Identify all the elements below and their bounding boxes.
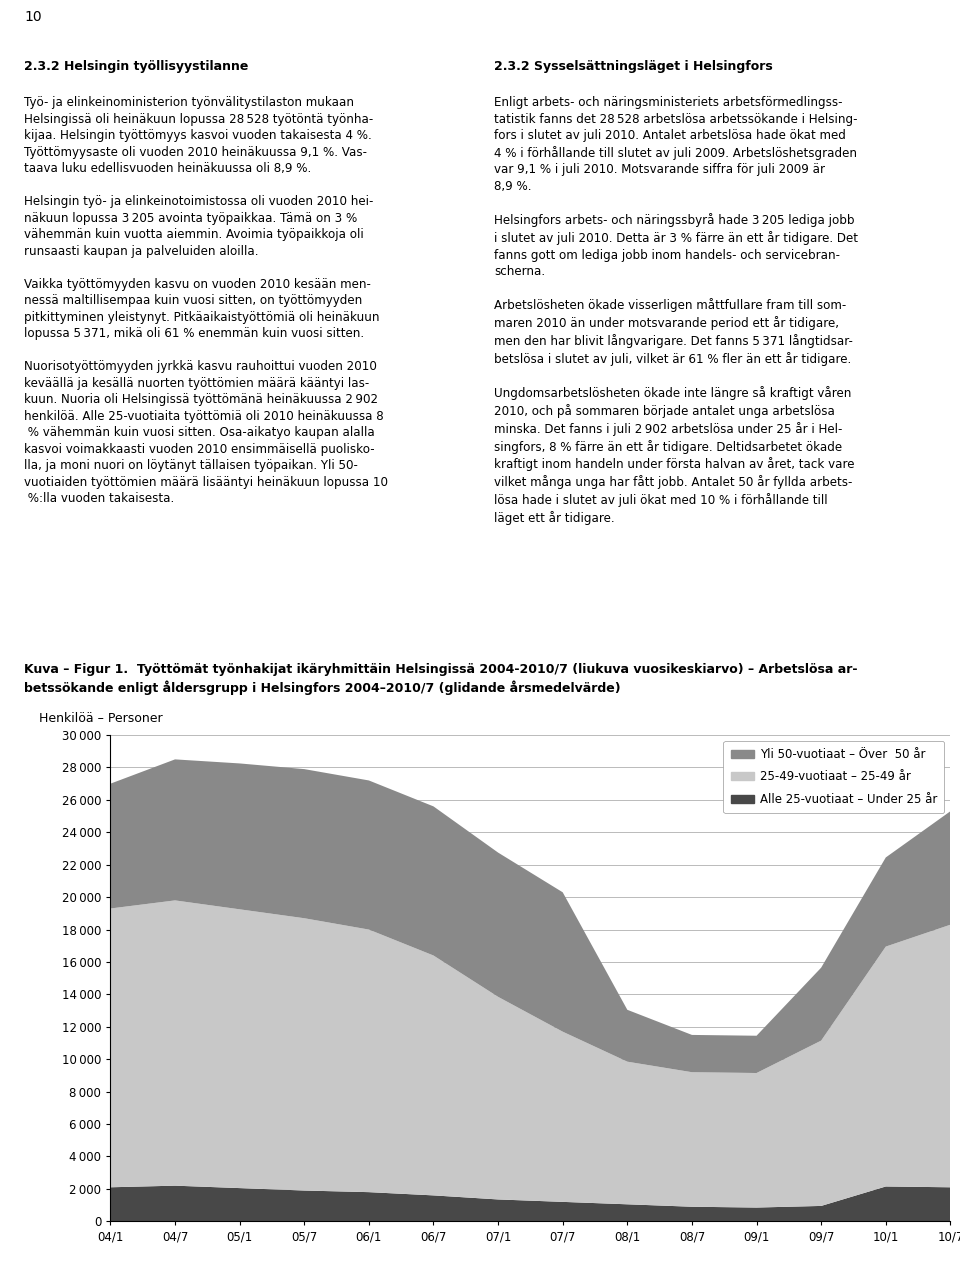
Text: Työ- ja elinkeinoministerion työnvälitystilaston mukaan
Helsingissä oli heinäkuu: Työ- ja elinkeinoministerion työnvälitys…: [24, 96, 388, 505]
Text: 10: 10: [24, 10, 41, 24]
Text: 2.3.2 Sysselsättningsläget i Helsingfors: 2.3.2 Sysselsättningsläget i Helsingfors: [494, 59, 773, 73]
Legend: Yli 50-vuotiaat – Över  50 år, 25-49-vuotiaat – 25-49 år, Alle 25-vuotiaat – Und: Yli 50-vuotiaat – Över 50 år, 25-49-vuot…: [724, 741, 945, 813]
Text: Enligt arbets- och näringsministeriets arbetsförmedlingss-
tatistik fanns det 28: Enligt arbets- och näringsministeriets a…: [494, 96, 858, 524]
Text: Kuva – Figur 1.  Työttömät työnhakijat ikäryhmittäin Helsingissä 2004-2010/7 (li: Kuva – Figur 1. Työttömät työnhakijat ik…: [24, 663, 857, 695]
Text: Henkilöä – Personer: Henkilöä – Personer: [39, 712, 162, 725]
Text: 2.3.2 Helsingin työllisyystilanne: 2.3.2 Helsingin työllisyystilanne: [24, 59, 249, 73]
